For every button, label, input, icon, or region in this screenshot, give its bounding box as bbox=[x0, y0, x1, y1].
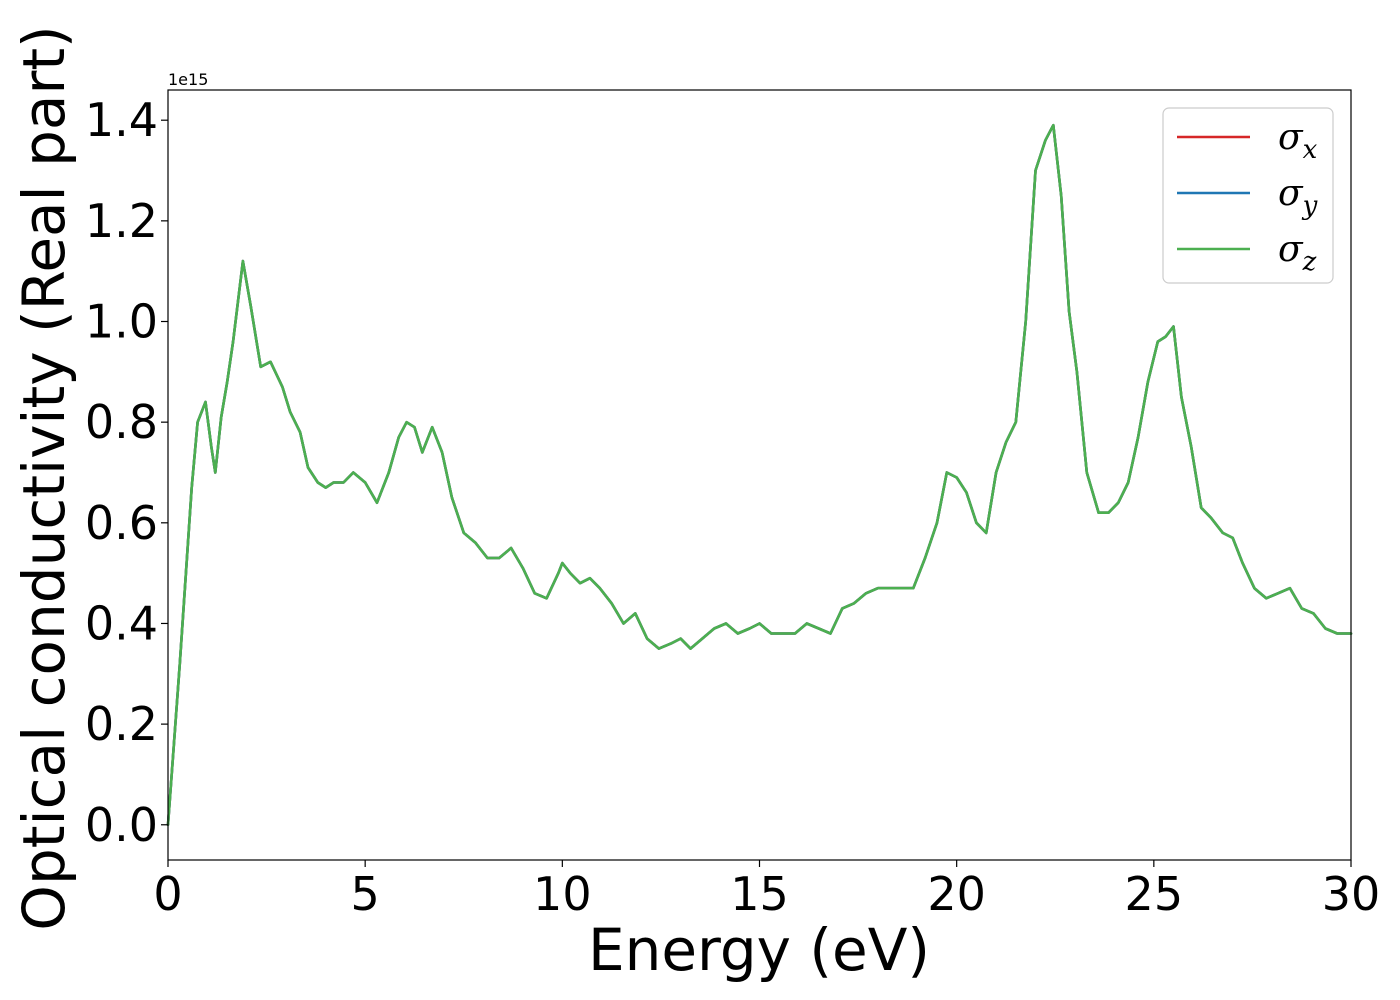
x-tick-label: 15 bbox=[730, 867, 789, 921]
x-tick-label: 30 bbox=[1322, 867, 1381, 921]
x-tick-label: 20 bbox=[927, 867, 986, 921]
y-tick-label: 0.4 bbox=[85, 596, 158, 650]
x-tick-label: 25 bbox=[1125, 867, 1184, 921]
x-tick-label: 10 bbox=[533, 867, 592, 921]
series-line-z bbox=[166, 123, 1353, 827]
series-layer bbox=[166, 123, 1353, 827]
y-tick-label: 0.0 bbox=[85, 798, 158, 852]
legend-box bbox=[1162, 107, 1334, 284]
x-tick-label: 5 bbox=[351, 867, 380, 921]
y-tick-label: 0.8 bbox=[85, 395, 158, 449]
y-offset-label: 1e15 bbox=[168, 70, 208, 89]
x-tick-label: 0 bbox=[153, 867, 182, 921]
y-tick-label: 1.0 bbox=[85, 295, 158, 349]
y-tick-label: 0.2 bbox=[85, 697, 158, 751]
y-tick-label: 1.2 bbox=[85, 194, 158, 248]
y-tick-label: 0.6 bbox=[85, 496, 158, 550]
y-axis-ticks: 0.0 0.2 0.4 0.6 0.8 1.0 1.2 1.4 bbox=[85, 93, 168, 852]
y-axis-title: Optical conductivity (Real part) bbox=[10, 25, 78, 930]
x-axis-ticks: 0 5 10 15 20 25 30 bbox=[153, 860, 1380, 921]
y-tick-label: 1.4 bbox=[85, 93, 158, 147]
x-axis-title: Energy (eV) bbox=[588, 916, 930, 984]
